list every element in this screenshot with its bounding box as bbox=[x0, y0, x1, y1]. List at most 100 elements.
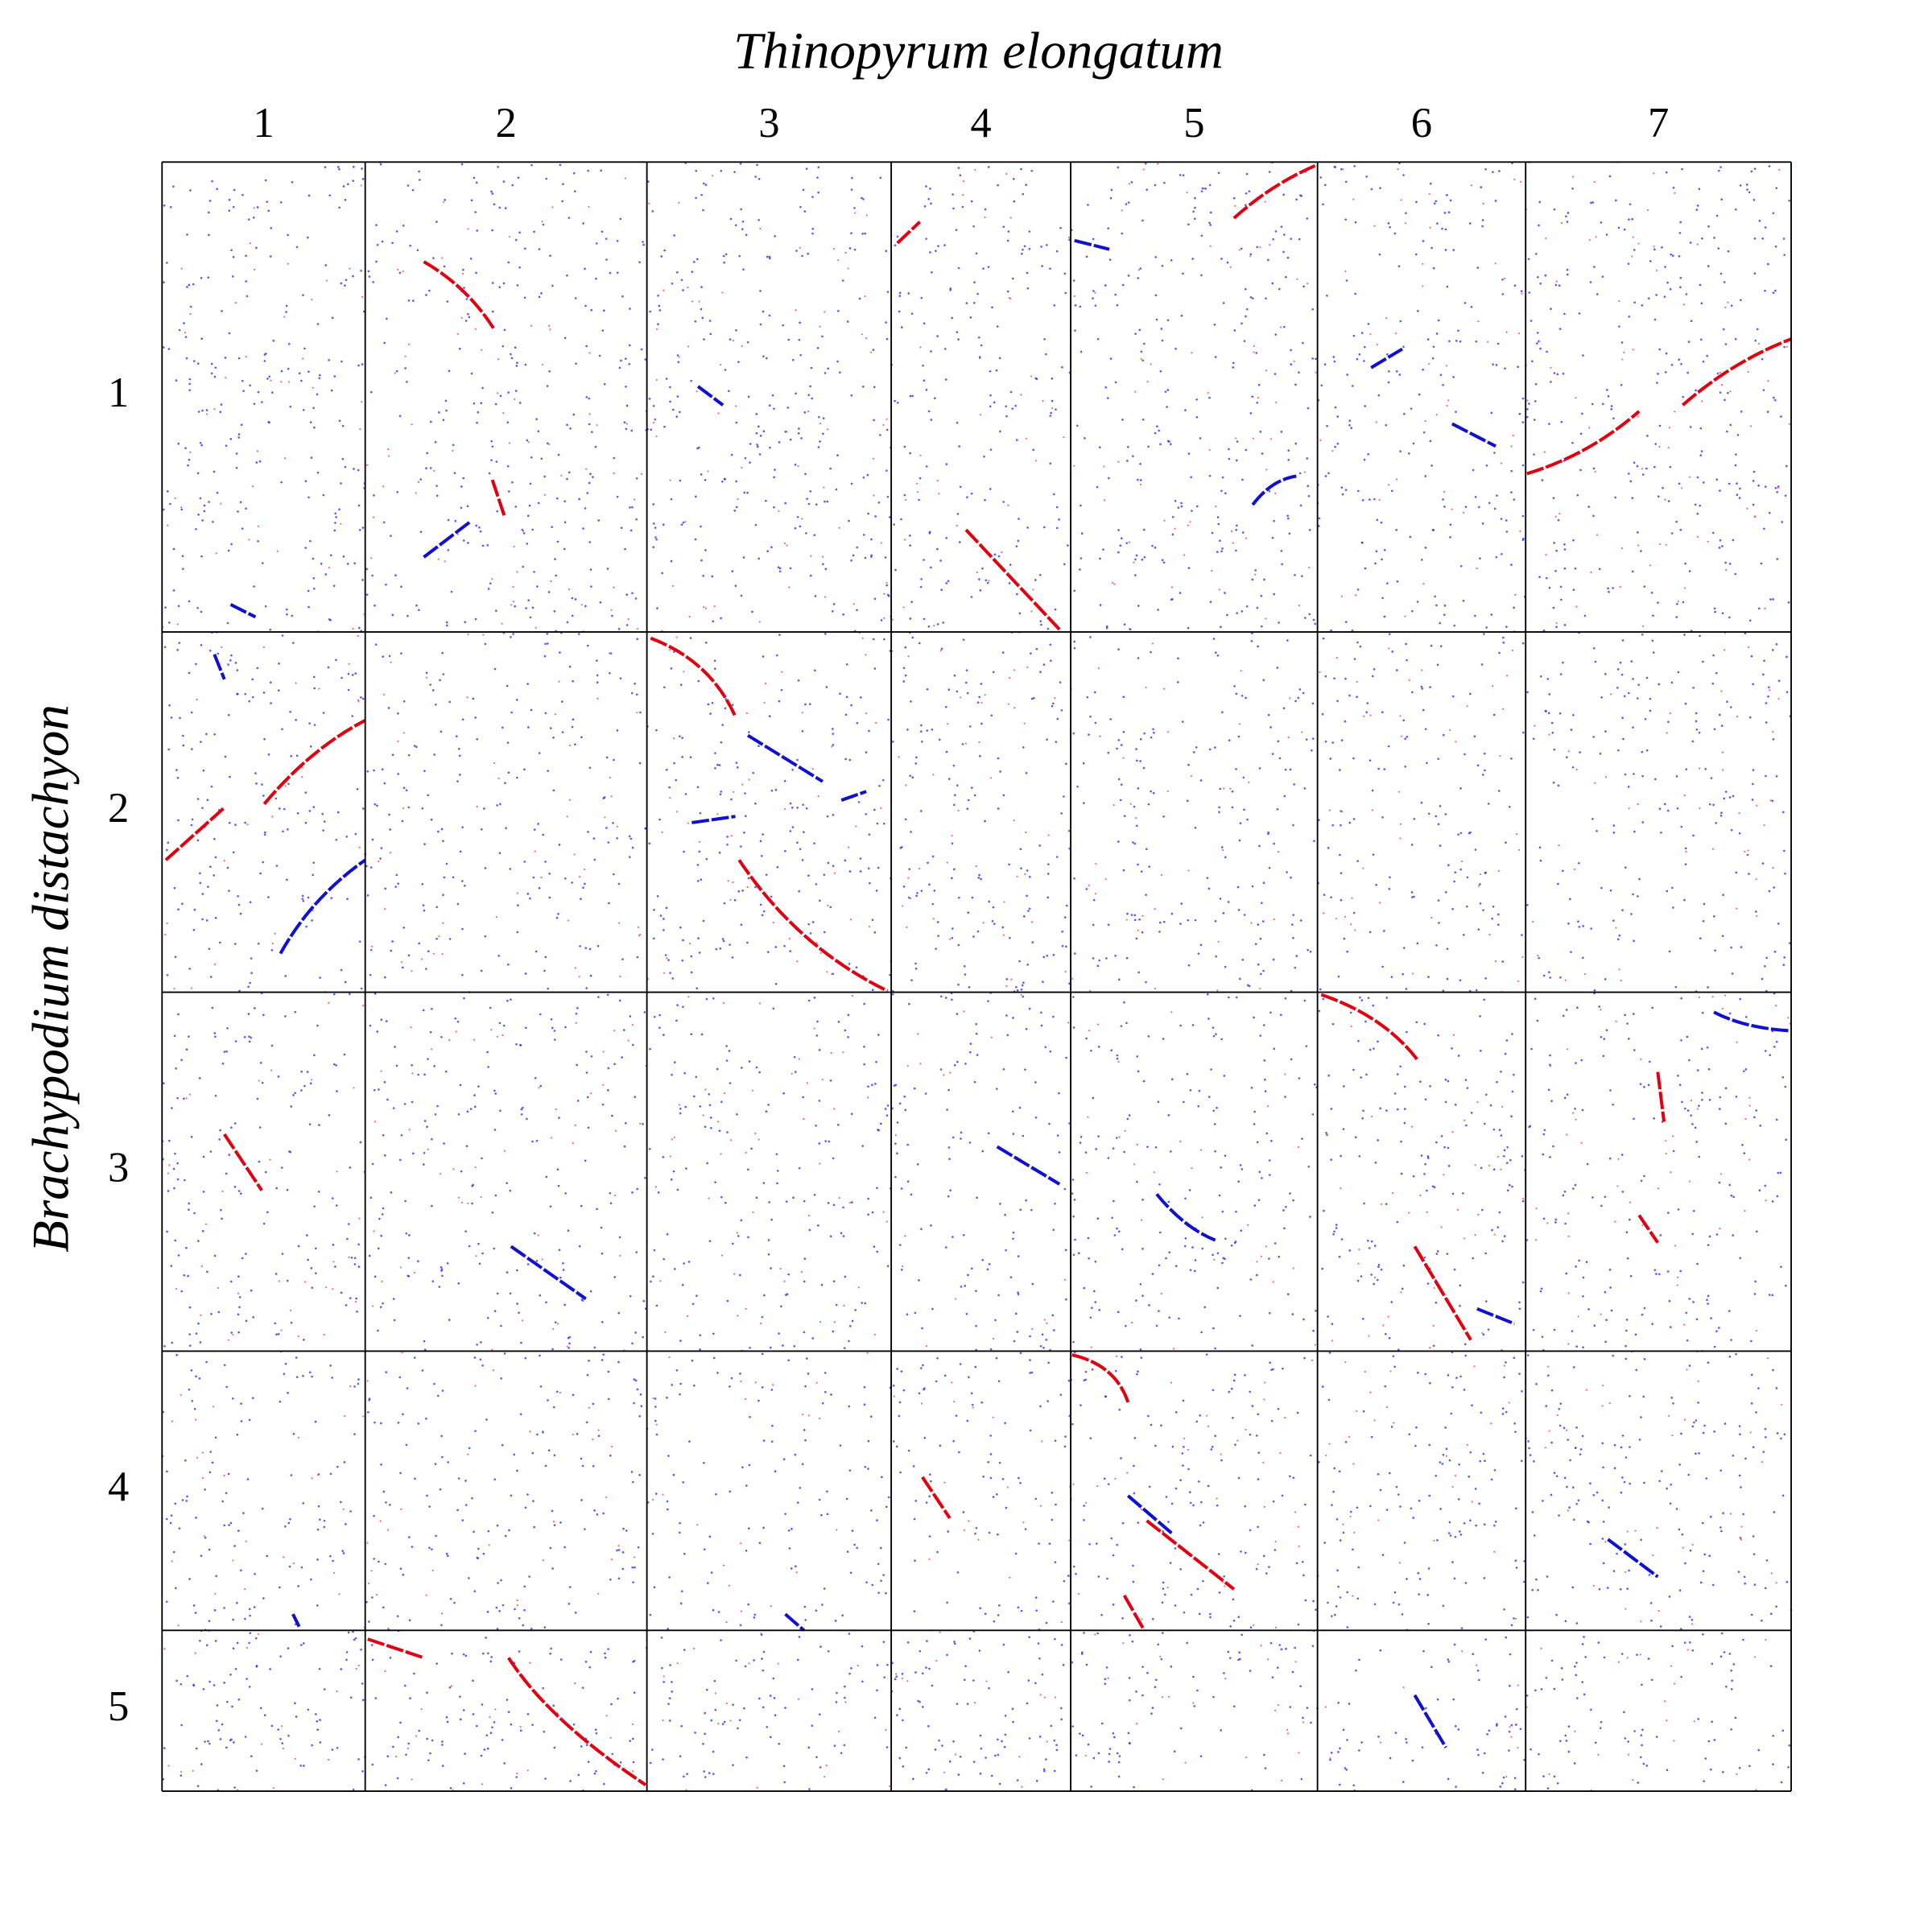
dot bbox=[1436, 1698, 1439, 1701]
dot bbox=[1656, 1526, 1658, 1530]
dot bbox=[1012, 1237, 1014, 1241]
dot bbox=[1097, 1575, 1100, 1578]
dot bbox=[1679, 221, 1682, 224]
dot bbox=[1180, 314, 1183, 317]
dot bbox=[968, 1376, 970, 1379]
dot bbox=[742, 556, 745, 559]
dot bbox=[1083, 1379, 1086, 1381]
dot bbox=[1638, 1439, 1641, 1441]
dot bbox=[963, 1010, 965, 1013]
dot bbox=[1719, 1655, 1723, 1658]
dot bbox=[794, 1453, 797, 1456]
dot bbox=[703, 1548, 706, 1550]
dot bbox=[939, 1444, 942, 1447]
dot bbox=[452, 444, 455, 447]
dot bbox=[180, 1774, 183, 1777]
dot bbox=[875, 1060, 877, 1063]
dot bbox=[1730, 1728, 1733, 1731]
dot bbox=[788, 1547, 791, 1550]
dot bbox=[1237, 1616, 1241, 1619]
dot bbox=[1710, 1515, 1712, 1518]
dot bbox=[1303, 471, 1306, 473]
dot bbox=[201, 918, 204, 921]
dot bbox=[476, 806, 478, 808]
dot bbox=[390, 535, 392, 537]
dot bbox=[954, 794, 956, 797]
dot bbox=[1443, 1174, 1445, 1176]
dot bbox=[1765, 702, 1768, 704]
dot bbox=[436, 1104, 439, 1108]
dot bbox=[564, 521, 567, 524]
dot bbox=[1608, 175, 1612, 178]
dot bbox=[843, 1347, 846, 1349]
dot bbox=[919, 585, 923, 588]
dot bbox=[1249, 1390, 1252, 1393]
dot bbox=[1748, 716, 1752, 719]
dot bbox=[1073, 646, 1076, 650]
dot bbox=[779, 1267, 782, 1270]
dot bbox=[683, 1552, 686, 1555]
dot bbox=[1430, 916, 1433, 919]
dot bbox=[1296, 1411, 1299, 1414]
dot bbox=[287, 367, 290, 370]
dot bbox=[323, 1688, 326, 1690]
dot bbox=[345, 1523, 347, 1525]
dot bbox=[340, 1668, 343, 1670]
dot bbox=[1194, 919, 1197, 922]
dot bbox=[177, 819, 180, 822]
dot bbox=[1428, 193, 1430, 196]
dot bbox=[303, 1339, 305, 1341]
dot bbox=[1199, 1524, 1202, 1527]
dot bbox=[813, 842, 815, 844]
dot bbox=[970, 1392, 973, 1395]
dot bbox=[1309, 1454, 1312, 1457]
dot bbox=[1602, 1384, 1604, 1387]
dot bbox=[501, 1443, 504, 1447]
dot bbox=[287, 262, 289, 265]
dot bbox=[200, 610, 203, 613]
dot bbox=[997, 184, 999, 187]
dot bbox=[192, 360, 196, 362]
dot bbox=[1731, 972, 1734, 975]
dot bbox=[1678, 1589, 1682, 1591]
dot bbox=[1109, 196, 1113, 200]
dot bbox=[392, 1298, 395, 1300]
dot bbox=[279, 200, 283, 204]
dot bbox=[349, 1510, 352, 1513]
dot bbox=[1256, 1261, 1258, 1263]
dot bbox=[1256, 401, 1259, 404]
dot bbox=[981, 567, 984, 570]
dot bbox=[437, 558, 440, 560]
dot bbox=[1769, 1612, 1773, 1616]
dot bbox=[1208, 221, 1211, 225]
dot bbox=[1271, 282, 1274, 285]
dot bbox=[894, 244, 897, 247]
dot bbox=[1382, 1324, 1385, 1327]
dot bbox=[1210, 1068, 1212, 1071]
dot bbox=[272, 340, 275, 342]
dot bbox=[1187, 1448, 1190, 1451]
dot bbox=[1651, 639, 1654, 642]
dot bbox=[1356, 357, 1359, 361]
dot bbox=[278, 663, 280, 665]
dot bbox=[833, 1744, 836, 1747]
dot bbox=[758, 1542, 762, 1545]
dot bbox=[629, 1294, 632, 1298]
dot bbox=[1481, 774, 1484, 776]
dot bbox=[709, 712, 712, 715]
dot bbox=[1546, 1575, 1549, 1578]
dot bbox=[1572, 1366, 1575, 1368]
dot bbox=[272, 1787, 275, 1790]
dot bbox=[1707, 1294, 1710, 1298]
dot bbox=[1658, 348, 1661, 351]
dot bbox=[799, 848, 802, 851]
dot bbox=[1501, 1407, 1505, 1410]
dot bbox=[1203, 1306, 1206, 1309]
dot bbox=[1050, 411, 1052, 415]
dot bbox=[734, 584, 737, 588]
dot bbox=[1283, 795, 1286, 798]
dot bbox=[1060, 1620, 1063, 1624]
dot bbox=[657, 323, 659, 326]
dot bbox=[227, 1472, 230, 1476]
dot bbox=[485, 1637, 487, 1639]
